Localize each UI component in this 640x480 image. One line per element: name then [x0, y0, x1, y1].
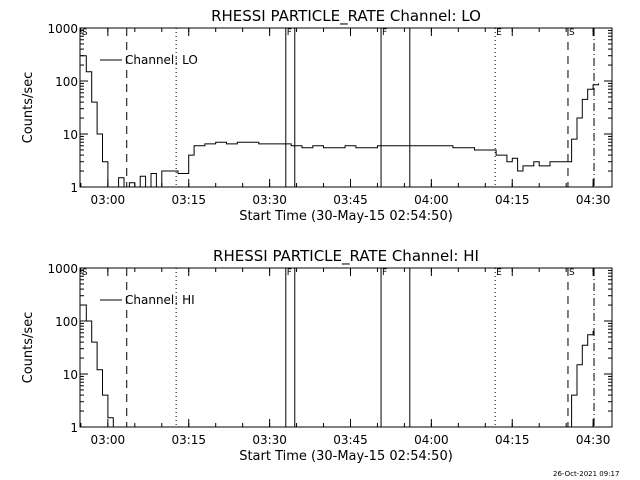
- x-tick-label: 04:00: [414, 433, 449, 447]
- y-tick-label: 10: [63, 128, 78, 142]
- y-axis-label: Counts/sec: [21, 312, 36, 384]
- chart-title: RHESSI PARTICLE_RATE Channel: LO: [211, 7, 481, 26]
- event-marker-label: S: [82, 268, 88, 278]
- x-tick-label: 03:30: [252, 433, 287, 447]
- event-marker-label: S: [569, 268, 575, 278]
- x-tick-label: 04:15: [495, 433, 530, 447]
- plot-frame: [79, 27, 613, 188]
- y-tick-label: 100: [55, 315, 78, 329]
- event-marker-label: E: [496, 28, 502, 38]
- y-tick-label: 10: [63, 368, 78, 382]
- event-marker-label: S: [82, 28, 88, 38]
- x-tick-label: 03:45: [333, 193, 368, 207]
- data-series-line: [80, 304, 594, 428]
- event-marker-label: F: [382, 268, 387, 278]
- x-axis-label: Start Time (30-May-15 02:54:50): [239, 449, 453, 464]
- data-series-line: [80, 55, 599, 188]
- y-tick-label: 1000: [47, 22, 78, 36]
- x-tick-label: 04:15: [495, 193, 530, 207]
- x-axis-label: Start Time (30-May-15 02:54:50): [239, 209, 453, 224]
- x-tick-label: 04:30: [576, 433, 611, 447]
- x-tick-label: 03:45: [333, 433, 368, 447]
- event-marker-label: F: [287, 28, 292, 38]
- x-tick-label: 03:15: [171, 193, 206, 207]
- x-tick-label: 04:30: [576, 193, 611, 207]
- event-marker-label: E: [496, 268, 502, 278]
- x-tick-label: 03:15: [171, 433, 206, 447]
- chart-title: RHESSI PARTICLE_RATE Channel: HI: [213, 247, 479, 266]
- y-tick-label: 1000: [47, 262, 78, 276]
- plot-frame: [79, 267, 613, 428]
- y-tick-label: 1: [70, 181, 78, 195]
- y-tick-label: 1: [70, 421, 78, 435]
- x-tick-label: 03:00: [91, 193, 126, 207]
- legend-label: Channel: HI: [125, 293, 195, 307]
- x-tick-label: 03:30: [252, 193, 287, 207]
- y-tick-label: 100: [55, 75, 78, 89]
- x-tick-label: 04:00: [414, 193, 449, 207]
- legend-label: Channel: LO: [125, 53, 198, 67]
- x-tick-label: 03:00: [91, 433, 126, 447]
- y-axis-label: Counts/sec: [21, 72, 36, 144]
- event-marker-label: F: [382, 28, 387, 38]
- footer-timestamp: 26-Oct-2021 09:17: [553, 470, 619, 478]
- event-marker-label: F: [287, 268, 292, 278]
- event-marker-label: S: [569, 28, 575, 38]
